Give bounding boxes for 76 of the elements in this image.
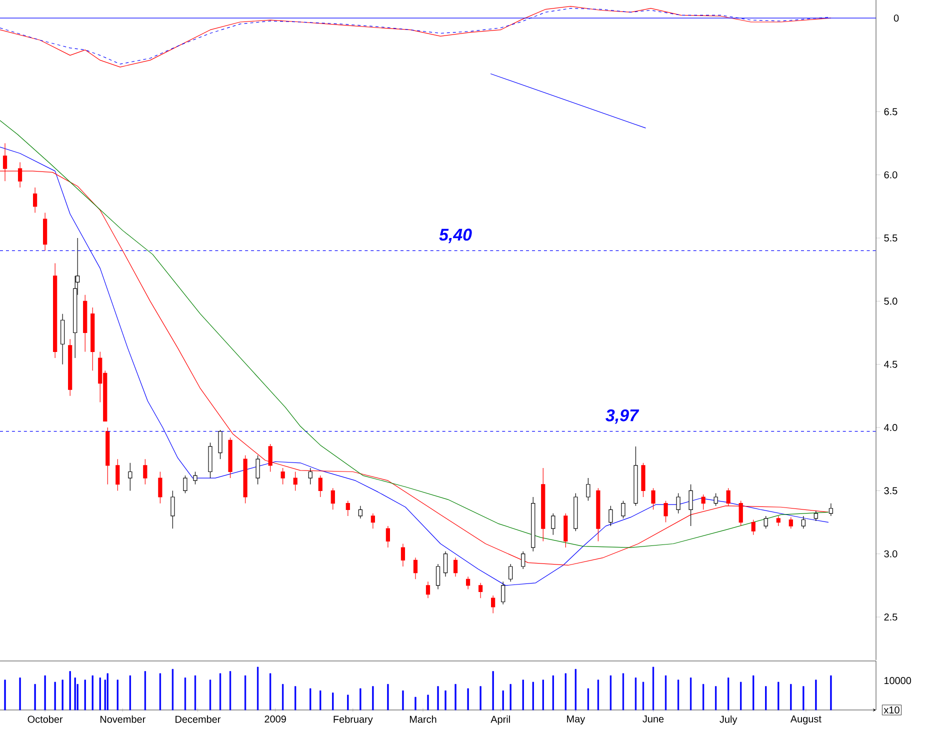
- y-tick-label: 6.0: [884, 171, 898, 178]
- candlestick: [751, 519, 756, 536]
- candlestick: [828, 503, 834, 516]
- candlestick: [256, 455, 260, 485]
- candlestick: [478, 582, 483, 598]
- candlestick: [116, 458, 120, 491]
- y-tick-label: 2.5: [884, 614, 898, 621]
- candlestick: [608, 506, 613, 526]
- candlestick: [128, 462, 132, 491]
- candlestick: [801, 516, 806, 529]
- candlestick: [143, 458, 148, 485]
- candlestick: [501, 581, 506, 605]
- x-tick-label: October: [28, 716, 63, 723]
- x-tick-label: July: [720, 716, 738, 725]
- y-tick-label: 4.0: [884, 424, 898, 432]
- candlestick: [586, 478, 590, 502]
- candlestick: [170, 490, 175, 529]
- y-tick-label: 6.5: [884, 108, 898, 116]
- candlestick: [664, 500, 668, 523]
- candlestick: [400, 543, 406, 567]
- candlestick: [466, 576, 470, 590]
- y-tick-label: 4.5: [884, 360, 898, 368]
- candlestick: [413, 557, 418, 580]
- text: x10: [884, 706, 900, 714]
- candlestick: [788, 516, 793, 529]
- candlestick: [651, 488, 656, 510]
- candlestick: [330, 488, 335, 510]
- ref-line-label: 0: [894, 14, 899, 22]
- candlestick: [158, 471, 162, 504]
- ref-line-label: 5,40: [439, 228, 472, 244]
- candlestick: [308, 468, 312, 485]
- candlestick: [764, 516, 768, 529]
- candlestick: [346, 500, 350, 516]
- candlestick: [701, 494, 706, 510]
- candlestick: [443, 551, 448, 577]
- candlestick: [370, 513, 375, 529]
- x-tick-label: 2009: [264, 716, 286, 723]
- candlestick: [280, 468, 285, 485]
- candlestick: [676, 492, 680, 514]
- x-tick-label: May: [567, 716, 586, 724]
- candlestick: [688, 484, 693, 526]
- candlestick: [268, 444, 272, 472]
- candlestick: [491, 595, 496, 614]
- candlestick: [726, 488, 730, 506]
- x-tick-label: February: [334, 716, 373, 725]
- candlestick: [453, 557, 458, 577]
- candlestick: [776, 516, 780, 526]
- ref-line-label: 3,97: [606, 409, 640, 424]
- candlestick: [318, 475, 322, 498]
- candlestick: [193, 471, 198, 485]
- candlestick: [358, 506, 362, 519]
- x-tick-label: November: [100, 716, 146, 723]
- candlestick: [293, 471, 298, 491]
- x-tick-label: December: [176, 716, 221, 723]
- candlestick: [183, 475, 188, 494]
- x-tick-label: June: [642, 716, 664, 722]
- candlestick: [436, 564, 440, 590]
- candlestick: [218, 430, 222, 460]
- text: 10000: [884, 677, 912, 684]
- y-tick-label: 5.0: [884, 298, 898, 305]
- candlestick: [814, 510, 818, 522]
- y-tick-label: 5.5: [884, 234, 898, 242]
- y-tick-label: 3.5: [884, 487, 898, 494]
- x-tick-label: March: [410, 716, 436, 723]
- x-tick-label: August: [790, 716, 822, 724]
- candlestick: [738, 500, 743, 526]
- x-tick-label: April: [490, 716, 510, 725]
- candlestick: [714, 492, 718, 506]
- candlestick: [521, 551, 526, 570]
- candlestick: [426, 581, 430, 598]
- candlestick: [32, 187, 38, 214]
- candlestick: [508, 564, 513, 582]
- candlestick: [621, 500, 626, 519]
- candlestick: [386, 526, 390, 548]
- candlestick: [551, 513, 556, 536]
- y-tick-label: 3.0: [884, 550, 898, 558]
